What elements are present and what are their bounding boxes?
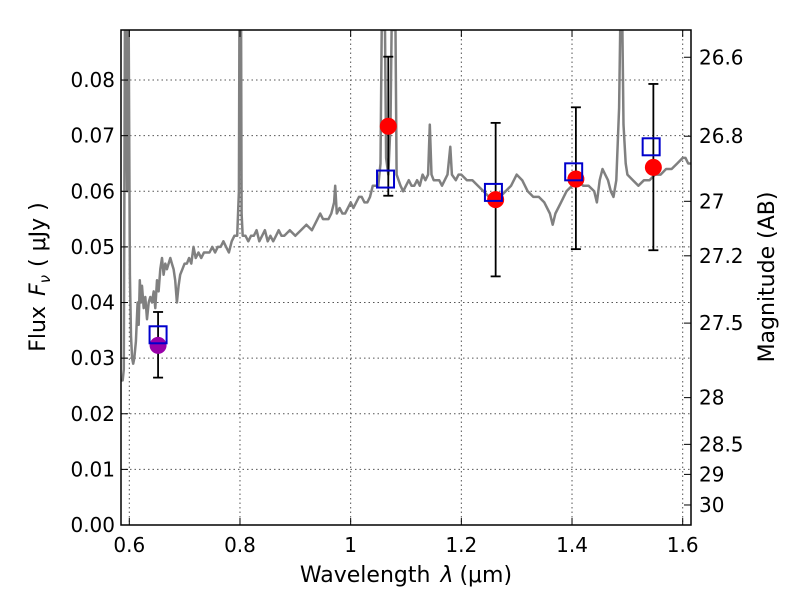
y2-tick-label: 30	[699, 493, 724, 517]
y2-tick-label: 26.6	[699, 45, 744, 69]
y-tick-label: 0.00	[70, 513, 115, 537]
x-tick-label: 1.6	[667, 533, 699, 557]
y2-tick-label: 28	[699, 386, 724, 410]
y-axis-label: FluxFν( μJy )	[26, 202, 54, 351]
y-tick-label: 0.02	[70, 402, 115, 426]
model-flux-square	[483, 182, 503, 202]
y2-tick-label: 29	[699, 462, 724, 486]
x-tick-label: 0.6	[113, 533, 145, 557]
axis-ticks: 0.6 0.8 1 1.2 1.4 1.6 0.00 0.01 0.02 0.03 0.04 0.05…	[70, 30, 744, 557]
y-tick-label: 0.05	[70, 235, 115, 259]
observed-flux-point	[567, 170, 585, 188]
model-flux-square	[641, 137, 661, 157]
plot-frame	[120, 29, 692, 526]
x-tick-label: 1.4	[556, 533, 588, 557]
x-tick-label: 1	[344, 533, 357, 557]
model-flux-square	[564, 162, 584, 182]
model-flux-square	[376, 169, 396, 189]
x-tick-label: 1.2	[445, 533, 477, 557]
observed-flux-point	[149, 336, 167, 354]
observed-flux-point	[379, 117, 397, 135]
y2-tick-label: 27.2	[699, 244, 744, 268]
model-flux-square	[148, 325, 168, 345]
y-tick-label: 0.01	[70, 457, 115, 481]
y-tick-label: 0.06	[70, 179, 115, 203]
y2-axis-label: Magnitude (AB)	[755, 192, 780, 363]
y2-tick-label: 28.5	[699, 432, 744, 456]
y-tick-label: 0.08	[70, 68, 115, 92]
y2-tick-label: 27.5	[699, 311, 744, 335]
y-tick-label: 0.04	[70, 291, 115, 315]
observed-flux-point	[487, 191, 505, 209]
x-axis-label: Wavelength λ (μm)	[300, 563, 512, 588]
x-tick-label: 0.8	[224, 533, 256, 557]
y2-tick-label: 27	[699, 189, 724, 213]
spectrum-line	[121, 30, 691, 382]
grid	[121, 30, 691, 526]
observed-flux-point	[644, 158, 662, 176]
plot-data	[121, 30, 691, 382]
y-tick-label: 0.07	[70, 124, 115, 148]
y-tick-label: 0.03	[70, 346, 115, 370]
y2-tick-label: 26.8	[699, 124, 744, 148]
